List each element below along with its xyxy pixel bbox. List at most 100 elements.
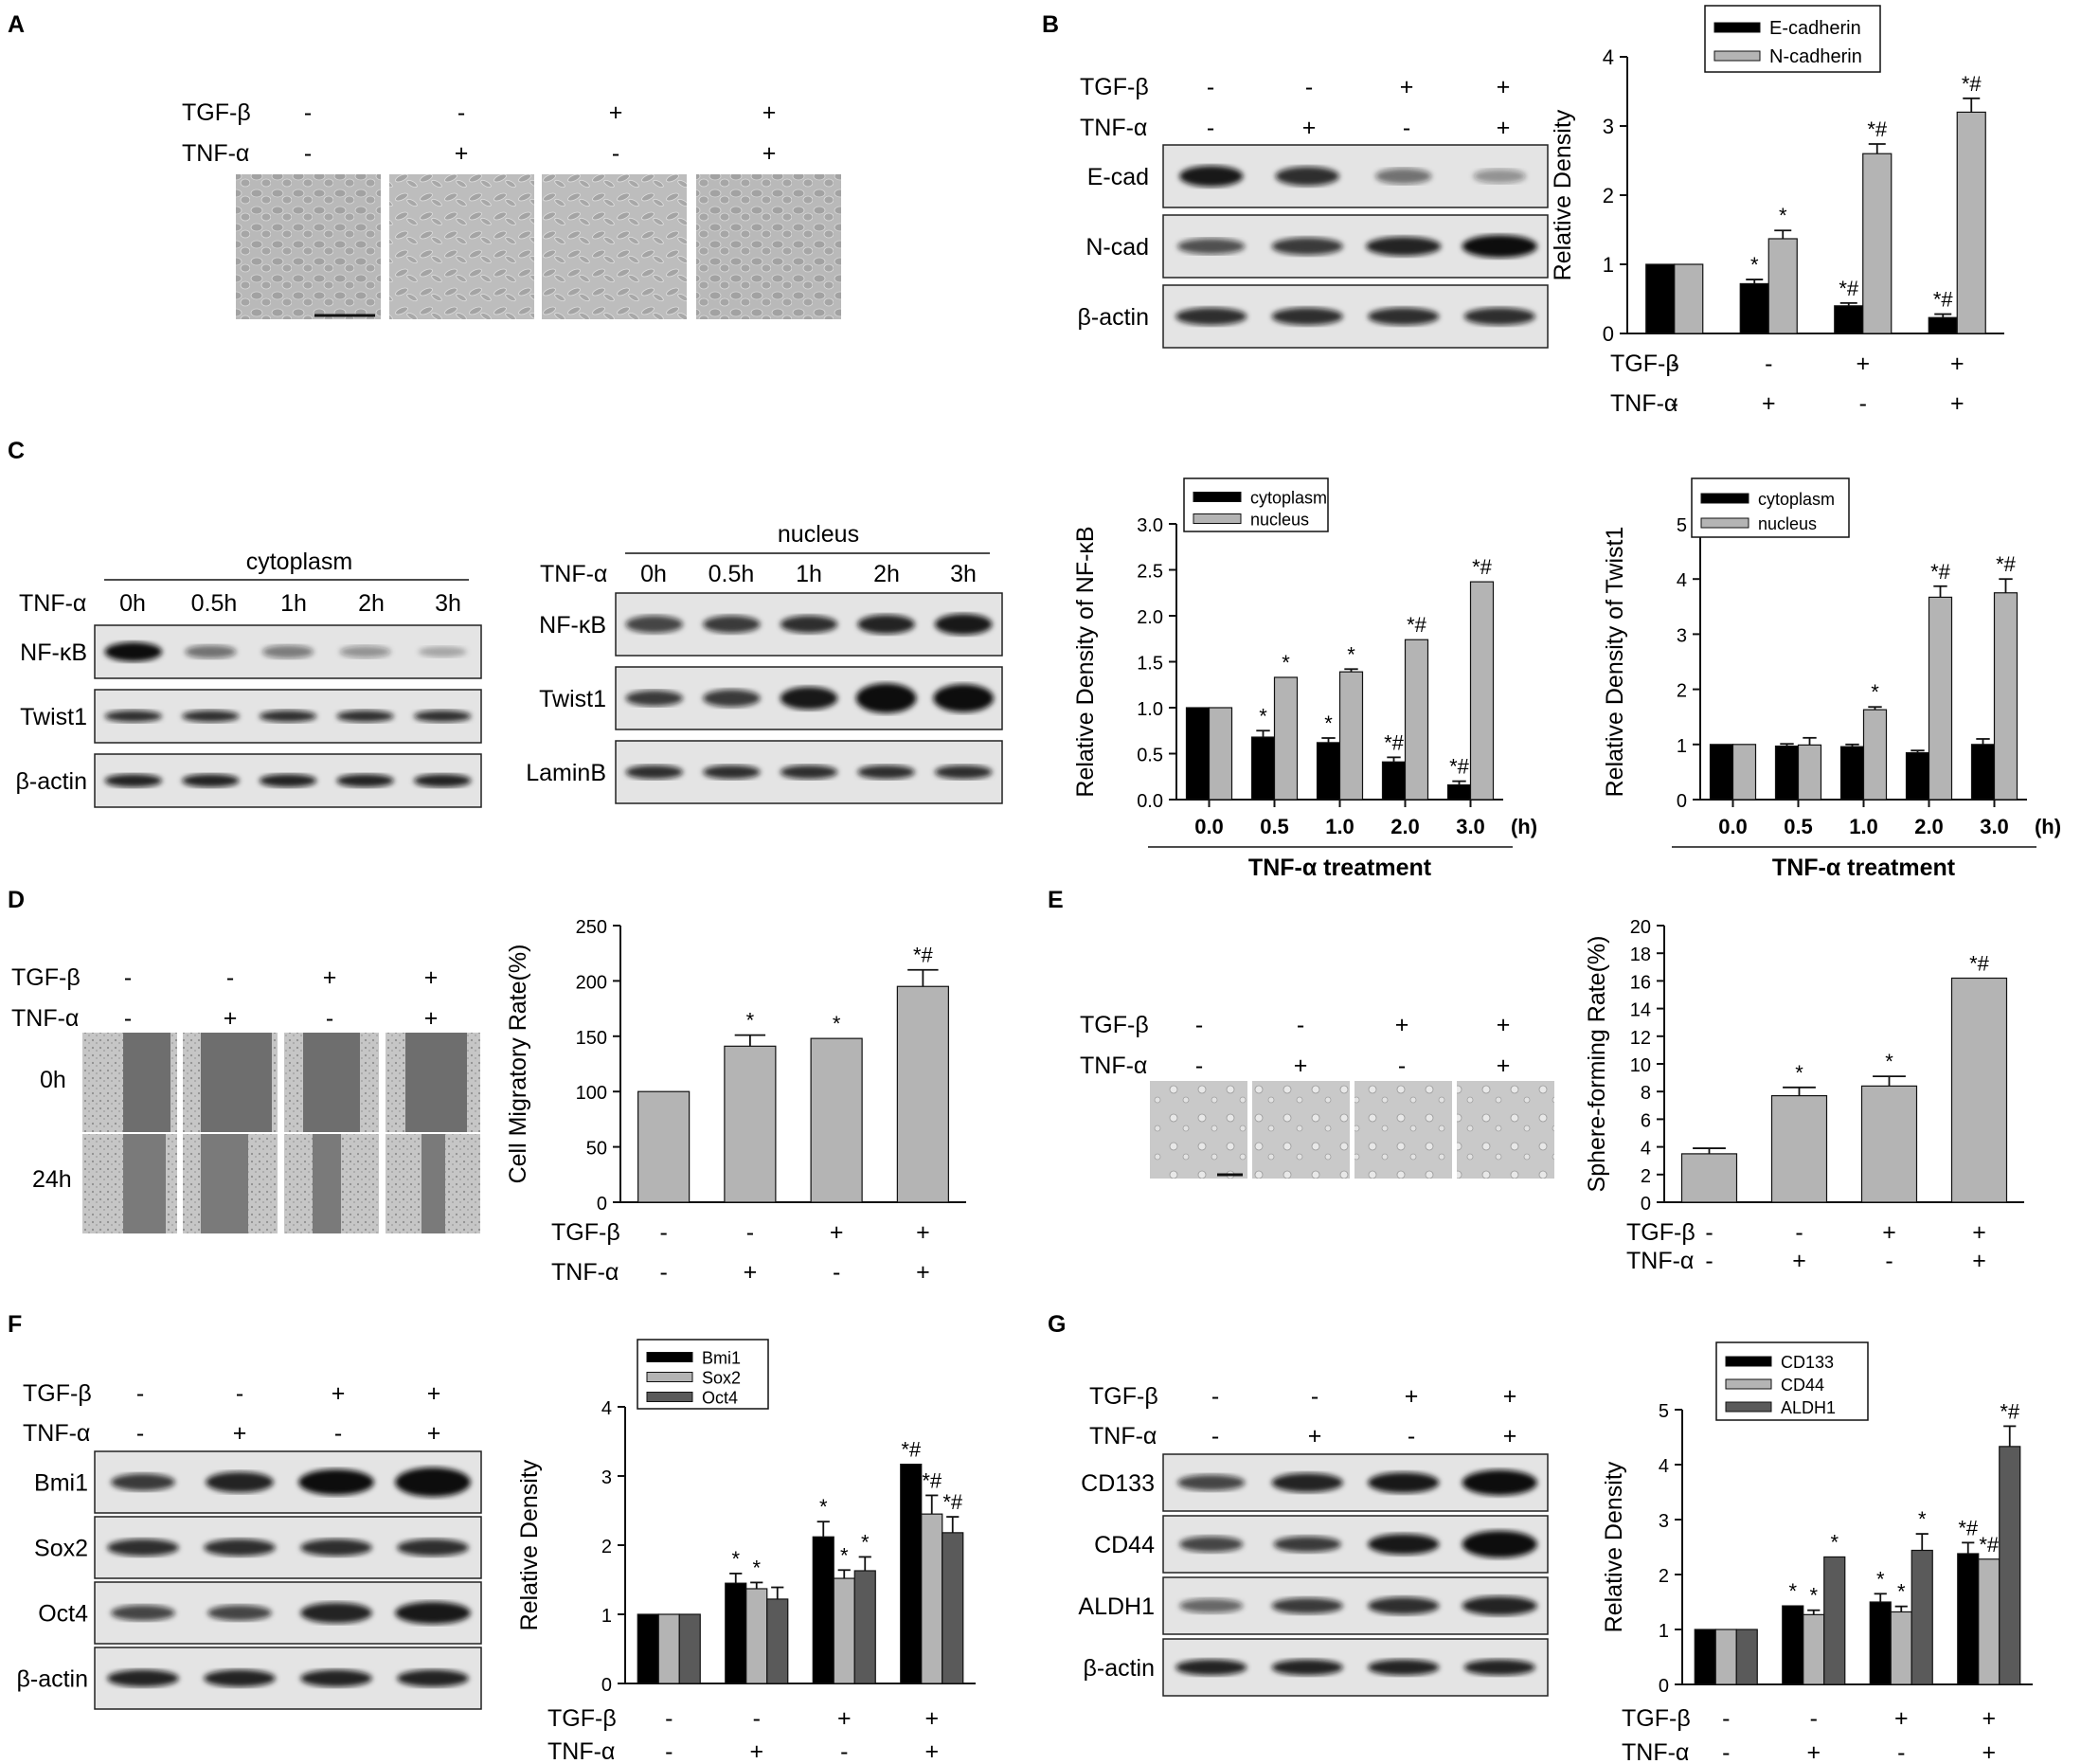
- d-wound-24h-1: [201, 1134, 248, 1233]
- g-blot-label-3: β-actin: [1083, 1655, 1155, 1682]
- g-band-r0-l1: [1271, 1472, 1343, 1493]
- f-bar-s1-c1: [745, 1588, 768, 1684]
- f-sig-s1-c1: *: [752, 1556, 761, 1579]
- b-cond-label-1: TNF-α: [1610, 390, 1677, 417]
- g-tgf-label: TGF-β: [1089, 1383, 1158, 1410]
- d-y-tick-label-2: 100: [576, 1083, 607, 1104]
- c1-y-tick-label-6: 3.0: [1137, 515, 1163, 536]
- g-blot-label-2: ALDH1: [1078, 1593, 1155, 1620]
- c1-y-tick-label-0: 0.0: [1137, 791, 1163, 812]
- f-bar-s2-c3: [942, 1532, 964, 1684]
- g-legend-label-1: CD44: [1781, 1376, 1824, 1395]
- f-y-tick-label-2: 2: [601, 1537, 612, 1557]
- f-tgf-label: TGF-β: [23, 1380, 92, 1407]
- c-cyto-band-r0-l4: [418, 646, 467, 657]
- f-band-r2-l2: [300, 1602, 372, 1624]
- d-wound-24h-2: [313, 1134, 341, 1233]
- a-sign-r0-c3: +: [762, 99, 777, 126]
- c2-x-unit: (h): [2035, 815, 2061, 838]
- b-y-label: Relative Density: [1550, 109, 1576, 280]
- b-cond-sign-r1-c3: +: [1950, 390, 1964, 417]
- f-sign-r1-c2: -: [334, 1420, 342, 1447]
- g-sign-r0-c2: +: [1405, 1383, 1419, 1410]
- f-band-r3-l0: [107, 1669, 179, 1687]
- a-sign-r0-c0: -: [304, 99, 312, 126]
- b-sign-r1-c2: -: [1403, 115, 1410, 141]
- g-legend-label-2: ALDH1: [1781, 1398, 1836, 1417]
- g-band-r0-l0: [1177, 1474, 1246, 1491]
- b-sign-r0-c0: -: [1207, 74, 1214, 100]
- a-micrograph-1: [236, 174, 381, 319]
- f-blot-label-0: Bmi1: [34, 1470, 88, 1497]
- c-nuc-title: nucleus: [778, 521, 859, 548]
- c1-y-tick-label-3: 1.5: [1137, 654, 1163, 675]
- e-y-tick-label-3: 6: [1641, 1110, 1651, 1131]
- c2-bar-s1-c0: [1731, 744, 1757, 801]
- b-band-r0-l1: [1275, 166, 1339, 187]
- f-legend-label-1: Sox2: [702, 1369, 741, 1388]
- c-cyto-blot-label-0: NF-κB: [20, 639, 87, 666]
- g-cond-sign-r1-c3: +: [1982, 1739, 1996, 1764]
- f-cond-sign-r0-c2: +: [837, 1705, 852, 1732]
- c-nuc-band-r0-l0: [625, 615, 684, 634]
- f-band-r3-l2: [300, 1669, 372, 1687]
- f-y-tick-label-0: 0: [601, 1675, 612, 1696]
- g-y-tick-label-0: 0: [1659, 1676, 1669, 1697]
- g-cond-sign-r0-c3: +: [1982, 1705, 1996, 1732]
- e-sign-r1-c2: -: [1398, 1053, 1406, 1079]
- d-sign-r0-c1: -: [226, 964, 234, 991]
- e-bar-s0-c3: [1950, 977, 2008, 1203]
- c-nuc-time-labels: 0h 0.5h 1h 2h 3h: [640, 561, 977, 587]
- d-y-tick-label-1: 50: [586, 1139, 607, 1160]
- b-cond-sign-r0-c2: +: [1856, 351, 1870, 377]
- c-cyto-band-r1-l2: [259, 710, 317, 723]
- c1-sig-s0-c3: *#: [1384, 730, 1405, 754]
- g-cond-sign-r1-c0: -: [1722, 1739, 1730, 1764]
- c-cyto-band-r2-l4: [413, 773, 472, 788]
- b-blot-label-0: E-cad: [1087, 164, 1149, 190]
- c2-bar-s0-c1: [1774, 745, 1800, 801]
- c1-y-tick-label-2: 1.0: [1137, 699, 1163, 720]
- d-sign-r1-c2: -: [326, 1005, 333, 1032]
- g-bar-s0-c2: [1869, 1601, 1892, 1685]
- g-bar-s2-c1: [1823, 1556, 1846, 1685]
- f-cond-sign-r0-c0: -: [665, 1705, 673, 1732]
- c1-x-label: TNF-α treatment: [1248, 855, 1432, 881]
- g-sig-s2-c1: *: [1830, 1530, 1839, 1554]
- c-nuc-treat-label: TNF-α: [540, 561, 607, 587]
- c-nuc-time-3: 2h: [873, 561, 900, 587]
- b-sig-s1-c1: *: [1779, 204, 1787, 227]
- f-sig-s0-c3: *#: [901, 1438, 922, 1462]
- c-cyto-band-r2-l2: [259, 773, 317, 788]
- c2-y-tick-label-0: 0: [1677, 791, 1687, 812]
- g-legend-swatch-1: [1725, 1378, 1772, 1390]
- f-band-r0-l2: [298, 1468, 374, 1496]
- g-bar-s2-c2: [1911, 1549, 1933, 1685]
- f-band-r0-l3: [395, 1467, 471, 1497]
- b-sig-s0-c3: *#: [1933, 288, 1954, 312]
- c-cyto-time-3: 2h: [358, 590, 385, 617]
- g-band-r2-l0: [1179, 1598, 1244, 1613]
- c2-y-tick-label-2: 2: [1677, 681, 1687, 702]
- panel-letter-f: F: [8, 1311, 22, 1338]
- e-sign-r0-c2: +: [1395, 1012, 1409, 1038]
- b-y-tick-label-3: 3: [1603, 115, 1614, 138]
- b-sign-r1-c1: +: [1302, 115, 1317, 141]
- b-y-tick-label-2: 2: [1603, 184, 1614, 207]
- c-cyto-treat-label: TNF-α: [19, 590, 86, 617]
- c1-bar-s1-c2: [1338, 671, 1364, 801]
- f-cond-sign-r0-c1: -: [753, 1705, 761, 1732]
- g-sig-s1-c2: *: [1897, 1580, 1906, 1604]
- d-cond-sign-r1-c3: +: [916, 1259, 930, 1286]
- f-cond-sign-r0-c3: +: [924, 1705, 939, 1732]
- c2-sig-s1-c3: *#: [1930, 560, 1951, 584]
- c-nuc-band-r2-l4: [934, 765, 993, 780]
- b-legend-label-1: N-cadherin: [1769, 46, 1862, 67]
- g-cond-sign-r1-c1: +: [1806, 1739, 1821, 1764]
- f-bar-s1-c3: [921, 1513, 943, 1684]
- c-cyto-time-1: 0.5h: [191, 590, 238, 617]
- b-legend-swatch-1: [1713, 50, 1761, 62]
- c-nuc-time-4: 3h: [950, 561, 977, 587]
- c1-legend-swatch-0: [1193, 492, 1242, 502]
